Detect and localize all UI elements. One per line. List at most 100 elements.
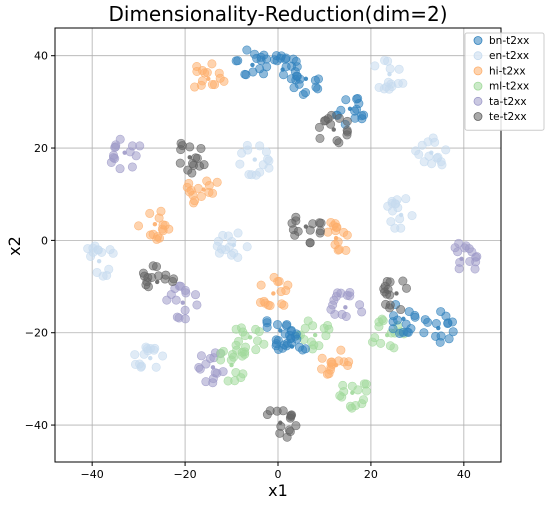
ta-t2xx-point [171,295,181,305]
en-t2xx-point [108,248,118,258]
ml-t2xx-point [251,324,261,334]
ta-t2xx-point [328,300,338,310]
ml-t2xx-point [376,338,386,348]
te-t2xx-point [148,261,158,271]
ml-t2xx-point [361,379,371,389]
ta-t2xx-point [210,368,220,378]
en-t2xx-point [385,64,395,74]
bn-t2xx-point [303,76,309,81]
en-t2xx-point [437,160,447,170]
ta-t2xx-point [192,300,202,310]
te-t2xx-point [196,143,206,153]
te-t2xx-point [187,155,192,160]
te-t2xx-point [291,216,301,226]
en-t2xx-point [441,145,451,155]
bn-t2xx-point [350,106,360,116]
en-t2xx-point [223,231,233,241]
bn-t2xx-point [289,83,299,93]
en-t2xx-point [252,157,257,162]
en-t2xx-point [104,264,114,274]
legend-marker-ta-t2xx [473,96,483,106]
ml-t2xx-point [218,346,228,356]
ml-t2xx-point [240,349,250,359]
hi-t2xx-point [343,360,353,370]
te-t2xx-point [401,283,411,293]
hi-t2xx-point [185,187,195,197]
hi-t2xx-point [152,222,158,227]
hi-t2xx-point [190,196,200,206]
bn-t2xx-point [286,325,296,335]
te-t2xx-point [326,119,336,129]
hi-t2xx-point [256,280,266,290]
en-t2xx-point [401,194,411,204]
te-t2xx-point [332,136,342,146]
en-t2xx-point [242,242,252,252]
ml-t2xx-point [385,341,395,351]
ta-t2xx-point [127,162,137,172]
ml-t2xx-point [240,331,250,341]
hi-t2xx-point [276,287,286,297]
hi-t2xx-point [317,364,327,374]
hi-t2xx-point [219,76,229,86]
ta-t2xx-point [460,243,470,253]
ml-t2xx-point [223,376,233,386]
te-t2xx-point [177,141,187,151]
hi-t2xx-point [279,300,289,310]
bn-t2xx-point [240,69,250,79]
en-t2xx-point [258,160,268,170]
y-tick-label: −20 [25,327,48,340]
hi-t2xx-point [145,208,155,218]
hi-t2xx-point [200,68,210,78]
en-t2xx-point [86,251,96,261]
hi-t2xx-point [214,68,224,78]
en-t2xx-point [151,362,161,372]
bn-t2xx-point [273,320,283,330]
ta-t2xx-point [110,154,120,164]
hi-t2xx-point [271,291,276,296]
en-t2xx-point [393,79,403,89]
ta-t2xx-point [111,140,121,150]
ml-t2xx-point [251,345,261,355]
en-t2xx-point [158,351,168,361]
ml-t2xx-point [368,337,378,347]
bn-t2xx-point [281,62,291,72]
te-t2xx-point [398,276,408,286]
ta-t2xx-point [355,300,365,310]
hi-t2xx-point [206,76,211,81]
te-t2xx-point [385,300,395,310]
te-t2xx-point [187,168,197,178]
legend-marker-en-t2xx [473,51,483,61]
ta-t2xx-point [181,288,191,298]
hi-t2xx-point [333,237,343,247]
bn-t2xx-point [231,56,241,66]
te-t2xx-point [191,153,201,163]
x-axis-label: x1 [268,481,288,500]
bn-t2xx-point [444,334,454,344]
legend-marker-bn-t2xx [473,36,483,45]
ml-t2xx-point [353,385,363,395]
te-t2xx-point [334,113,344,123]
ml-t2xx-point [216,355,226,365]
te-t2xx-point [161,270,171,280]
x-tick-label: 40 [457,468,471,481]
bn-t2xx-point [310,75,320,85]
ta-t2xx-point [180,305,190,315]
bn-t2xx-point [242,45,252,55]
bn-t2xx-point [435,337,445,347]
en-t2xx-point [148,355,153,361]
ml-t2xx-point [312,332,318,338]
ta-t2xx-point [471,257,481,267]
bn-t2xx-point [341,95,351,105]
x-tick-label: −40 [81,468,104,481]
ml-t2xx-point [358,395,368,405]
en-t2xx-point [130,350,140,360]
te-t2xx-point [314,122,324,132]
te-t2xx-point [141,280,151,290]
bn-t2xx-point [448,327,458,337]
hi-t2xx-point [190,82,200,92]
hi-t2xx-point [196,191,206,201]
te-t2xx-point [288,225,298,235]
en-t2xx-point [233,228,243,238]
hi-t2xx-point [202,176,212,186]
